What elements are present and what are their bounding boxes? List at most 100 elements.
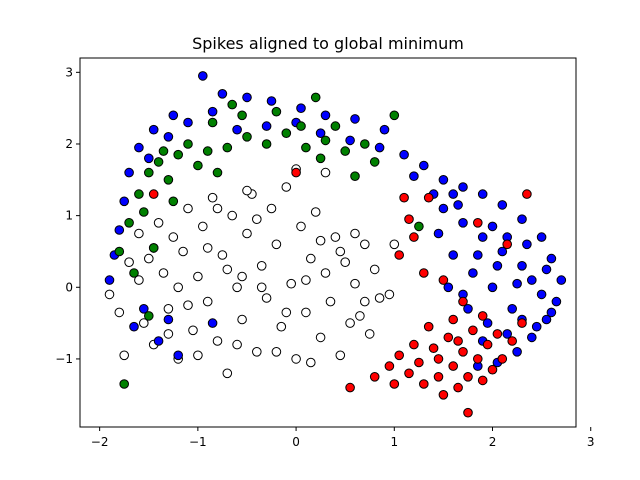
scatter-point-s0-41 <box>320 268 331 278</box>
scatter-point-s0-73 <box>193 350 203 361</box>
scatter-point-s1-48 <box>468 268 478 278</box>
scatter-point-s1-8 <box>168 110 179 121</box>
scatter-point-s1-9 <box>148 124 159 135</box>
scatter-point-s0-52 <box>374 293 385 303</box>
scatter-point-s1-56 <box>536 289 547 300</box>
scatter-point-s0-27 <box>251 347 262 357</box>
scatter-point-s1-2 <box>242 92 252 103</box>
scatter-point-s3-6 <box>404 368 414 379</box>
scatter-point-s1-43 <box>458 218 468 228</box>
scatter-point-s2-8 <box>183 139 193 149</box>
scatter-point-s1-35 <box>556 275 567 285</box>
scatter-point-s3-26 <box>409 339 419 350</box>
scatter-point-s0-28 <box>256 261 267 271</box>
scatter-point-s3-13 <box>448 361 459 371</box>
scatter-point-s2-15 <box>320 135 331 146</box>
scatter-point-s1-18 <box>183 117 193 128</box>
scatter-point-s2-36 <box>227 99 237 110</box>
y-axis: −1 0 1 2 3 <box>55 65 80 366</box>
x-tick-label: 1 <box>390 435 398 449</box>
scatter-point-s3-27 <box>423 321 434 332</box>
scatter-point-s2-21 <box>310 92 321 103</box>
y-tick-label: 1 <box>65 209 73 223</box>
scatter-point-s0-43 <box>330 232 341 242</box>
scatter-point-s1-70 <box>473 250 483 260</box>
scatter-point-s2-2 <box>124 218 134 228</box>
scatter-point-s3-9 <box>428 343 439 354</box>
scatter-point-s2-6 <box>163 175 174 185</box>
scatter-point-s2-31 <box>389 110 400 121</box>
scatter-point-s0-7 <box>153 218 164 228</box>
scatter-point-s0-46 <box>345 318 355 328</box>
scatter-point-s1-53 <box>502 329 513 339</box>
scatter-point-s1-66 <box>129 321 139 332</box>
scatter-point-s1-75 <box>541 264 552 275</box>
scatter-point-s0-68 <box>222 264 233 275</box>
scatter-point-s1-37 <box>541 314 552 325</box>
scatter-point-s0-23 <box>232 282 242 293</box>
scatter-point-s2-30 <box>369 157 380 167</box>
scatter-point-s0-65 <box>350 228 360 239</box>
scatter-point-s2-16 <box>340 146 351 156</box>
scatter-point-s1-44 <box>477 232 488 242</box>
scatter-point-s2-5 <box>153 157 164 167</box>
scatter-point-s3-35 <box>423 192 434 203</box>
scatter-point-s3-29 <box>458 296 468 307</box>
scatter-point-s1-4 <box>296 103 306 113</box>
scatter-point-s0-21 <box>222 368 233 379</box>
scatter-point-s1-29 <box>458 182 468 192</box>
scatter-point-s3-19 <box>477 375 488 386</box>
scatter-point-s0-37 <box>301 307 311 318</box>
scatter-point-s1-7 <box>379 124 390 135</box>
scatter-point-s1-59 <box>453 200 463 210</box>
scatter-point-s1-11 <box>124 167 134 178</box>
scatter-point-s1-15 <box>104 275 115 285</box>
scatter-point-s1-51 <box>527 275 537 285</box>
scatter-point-s1-13 <box>114 225 125 235</box>
scatter-point-s3-2 <box>345 382 355 393</box>
scatter-point-s0-79 <box>237 271 247 282</box>
scatter-point-s1-28 <box>438 175 449 185</box>
scatter-point-s1-61 <box>409 171 419 181</box>
scatter-point-s3-31 <box>419 268 429 278</box>
x-tick-label: 3 <box>587 435 595 449</box>
scatter-point-s0-58 <box>134 228 144 239</box>
scatter-point-s3-11 <box>438 390 449 400</box>
scatter-point-s3-20 <box>482 339 493 350</box>
scatter-point-s1-1 <box>217 89 228 99</box>
scatter-point-s1-55 <box>443 282 454 293</box>
scatter-point-s1-58 <box>487 221 498 232</box>
scatter-point-s0-72 <box>256 282 267 293</box>
x-tick-label: 0 <box>292 435 300 449</box>
scatter-point-s2-22 <box>139 207 149 217</box>
scatter-point-s1-32 <box>517 214 527 224</box>
scatter-point-s0-62 <box>301 275 311 285</box>
scatter-point-s0-66 <box>163 329 174 339</box>
scatter-point-s3-28 <box>448 314 459 325</box>
scatter-point-s3-44 <box>473 218 483 228</box>
scatter-point-s1-17 <box>163 132 174 142</box>
scatter-point-s0-60 <box>183 300 193 311</box>
scatter-point-s3-43 <box>502 239 513 250</box>
scatter-point-s1-24 <box>345 135 355 146</box>
scatter-point-s1-20 <box>232 124 242 135</box>
scatter-point-s3-30 <box>438 275 449 285</box>
scatter-point-s0-38 <box>306 253 316 264</box>
scatter-point-s3-18 <box>473 354 483 364</box>
scatter-point-s1-72 <box>492 261 503 271</box>
scatter-point-s0-25 <box>242 228 252 239</box>
scatter-point-s0-5 <box>144 253 154 264</box>
scatter-point-s0-35 <box>291 354 301 364</box>
scatter-point-s3-39 <box>433 354 444 364</box>
scatter-point-s0-9 <box>163 304 174 314</box>
scatter-point-s1-39 <box>512 347 522 357</box>
scatter-point-s0-57 <box>242 185 252 196</box>
scatter-point-s0-8 <box>158 268 169 278</box>
scatter-point-s1-69 <box>546 307 557 318</box>
scatter-point-s1-16 <box>144 153 154 164</box>
scatter-point-s2-19 <box>237 110 247 121</box>
scatter-point-s1-34 <box>546 253 557 264</box>
scatter-point-s0-50 <box>364 329 375 339</box>
scatter-point-s0-70 <box>232 339 242 350</box>
